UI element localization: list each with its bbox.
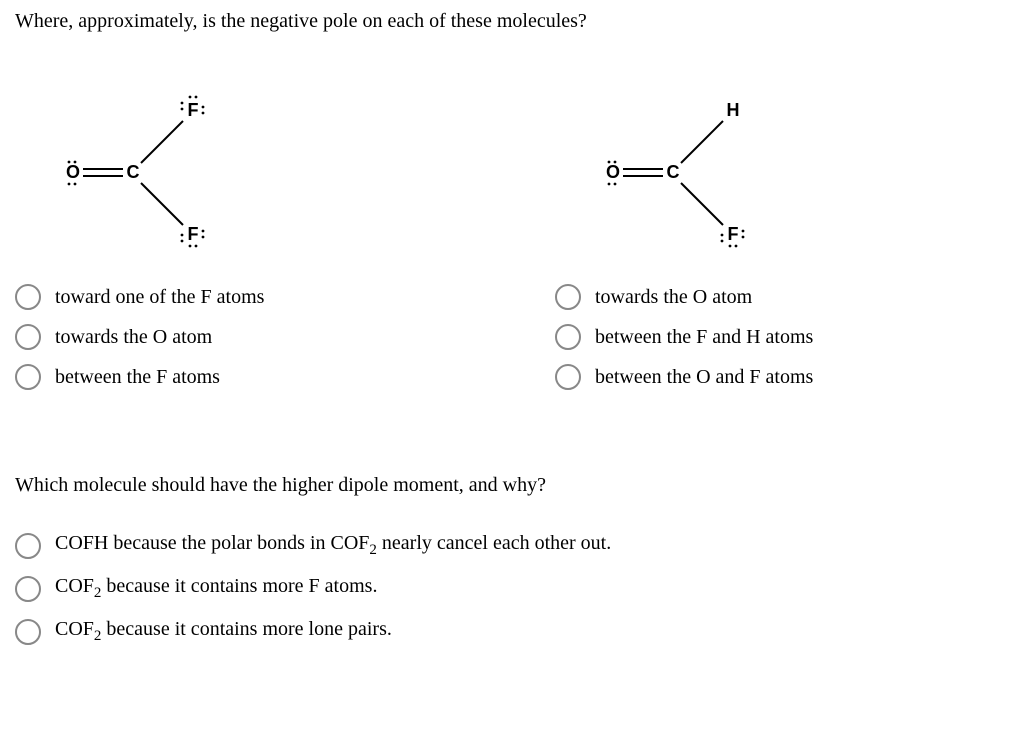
option-label: COF2 because it contains more lone pairs… [55,618,392,645]
molecule-2-options: towards the O atom between the F and H a… [555,284,975,390]
question-2-options: COFH because the polar bonds in COF2 nea… [15,532,1009,645]
radio-icon [15,533,41,559]
atom-c: C [667,162,680,182]
question-2-text: Which molecule should have the higher di… [15,474,1009,497]
atom-o: O [606,162,620,182]
radio-icon [15,364,41,390]
molecule-1-diagram: O C F F [55,83,435,259]
radio-icon [15,324,41,350]
radio-icon [555,364,581,390]
atom-c: C [127,162,140,182]
atom-h-top: H [727,100,740,120]
option-label: COFH because the polar bonds in COF2 nea… [55,532,611,559]
m2-option-1[interactable]: towards the O atom [555,284,975,310]
m1-option-2[interactable]: towards the O atom [15,324,435,350]
option-label: between the F atoms [55,366,220,389]
radio-icon [15,619,41,645]
option-label: toward one of the F atoms [55,286,264,309]
atom-f-bottom: F [728,224,739,244]
molecule-1-block: O C F F [15,83,435,404]
option-label: towards the O atom [55,326,212,349]
q2-option-2[interactable]: COF2 because it contains more F atoms. [15,575,1009,602]
radio-icon [15,576,41,602]
molecule-2-diagram: O C H F [595,83,975,259]
option-label: towards the O atom [595,286,752,309]
radio-icon [555,284,581,310]
question-1-text: Where, approximately, is the negative po… [15,10,1009,33]
atom-f-top: F [188,100,199,120]
radio-icon [15,284,41,310]
q2-option-1[interactable]: COFH because the polar bonds in COF2 nea… [15,532,1009,559]
q2-option-3[interactable]: COF2 because it contains more lone pairs… [15,618,1009,645]
radio-icon [555,324,581,350]
m2-option-2[interactable]: between the F and H atoms [555,324,975,350]
atom-f-bottom: F [188,224,199,244]
m1-option-1[interactable]: toward one of the F atoms [15,284,435,310]
option-label: between the O and F atoms [595,366,813,389]
option-label: between the F and H atoms [595,326,813,349]
molecule-2-block: O C H F [555,83,975,404]
molecule-1-options: toward one of the F atoms towards the O … [15,284,435,390]
option-label: COF2 because it contains more F atoms. [55,575,377,602]
m1-option-3[interactable]: between the F atoms [15,364,435,390]
atom-o: O [66,162,80,182]
m2-option-3[interactable]: between the O and F atoms [555,364,975,390]
molecules-container: O C F F [15,83,1009,404]
